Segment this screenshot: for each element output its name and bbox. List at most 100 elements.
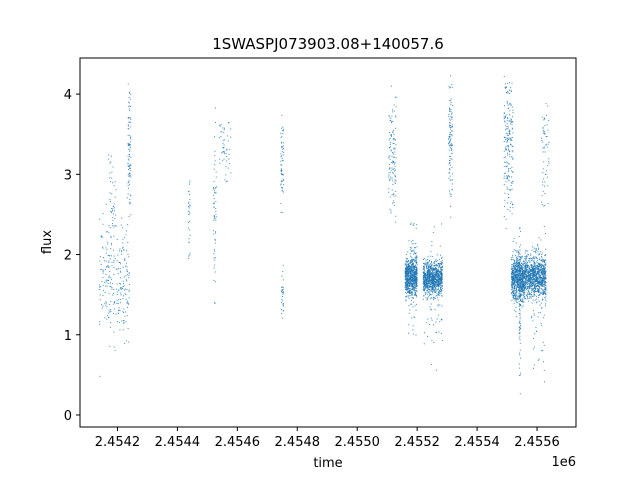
data-point (513, 269, 515, 271)
data-point (520, 301, 522, 303)
data-point (518, 286, 520, 288)
data-point (404, 263, 406, 265)
data-point (519, 318, 521, 320)
data-point (503, 216, 505, 218)
data-point (416, 268, 418, 270)
data-point (129, 91, 131, 93)
data-point (515, 311, 517, 313)
data-point (215, 187, 217, 189)
data-point (538, 248, 540, 250)
data-point (524, 270, 526, 272)
data-point (519, 295, 521, 297)
data-point (512, 280, 514, 282)
data-point (128, 121, 130, 123)
data-point (215, 213, 217, 215)
data-point (408, 264, 410, 266)
data-point (532, 279, 534, 281)
data-point (542, 274, 544, 276)
data-point (388, 164, 390, 166)
data-point (530, 291, 532, 293)
data-point (431, 286, 433, 288)
data-point (527, 286, 529, 288)
data-point (215, 208, 217, 210)
data-point (513, 249, 515, 251)
data-point (522, 267, 524, 269)
data-point (437, 271, 439, 273)
data-point (130, 214, 132, 216)
data-point (507, 179, 509, 181)
data-point (537, 286, 539, 288)
data-point (521, 256, 523, 258)
data-point (101, 269, 103, 271)
data-point (517, 272, 519, 274)
data-point (530, 264, 532, 266)
data-point (533, 259, 535, 261)
data-point (441, 260, 443, 262)
data-point (520, 286, 522, 288)
data-point (122, 285, 124, 287)
data-point (441, 275, 443, 277)
data-point (524, 289, 526, 291)
data-point (524, 256, 526, 258)
data-point (448, 159, 450, 161)
data-point (506, 140, 508, 142)
data-point (410, 261, 412, 263)
data-point (451, 158, 453, 160)
data-point (542, 190, 544, 192)
data-point (415, 283, 417, 285)
data-point (112, 219, 114, 221)
data-point (413, 273, 415, 275)
data-point (440, 275, 442, 277)
data-point (543, 280, 545, 282)
data-point (536, 279, 538, 281)
data-point (391, 161, 393, 163)
data-point (127, 182, 129, 184)
data-point (428, 267, 430, 269)
data-point (531, 268, 533, 270)
data-point (424, 263, 426, 265)
data-point (519, 258, 521, 260)
data-point (520, 269, 522, 271)
data-point (283, 292, 285, 294)
data-point (130, 118, 132, 120)
data-point (540, 266, 542, 268)
data-point (390, 85, 392, 87)
data-point (440, 266, 442, 268)
data-point (507, 127, 509, 129)
data-point (408, 284, 410, 286)
data-point (128, 277, 130, 279)
data-point (515, 264, 517, 266)
data-point (515, 269, 517, 270)
data-point (224, 151, 226, 153)
data-point (427, 273, 429, 274)
data-point (392, 202, 394, 204)
data-point (512, 276, 514, 278)
data-point (529, 272, 531, 274)
data-point (440, 275, 442, 277)
data-point (519, 288, 521, 290)
data-point (522, 269, 524, 271)
data-point (513, 292, 515, 294)
data-point (413, 272, 415, 274)
data-point (409, 285, 411, 287)
data-point (395, 157, 397, 159)
data-point (416, 271, 418, 273)
data-point (432, 273, 434, 275)
data-point (111, 286, 113, 288)
data-point (435, 332, 437, 334)
data-point (540, 283, 542, 285)
data-point (425, 322, 427, 324)
data-point (425, 278, 427, 280)
data-point (414, 282, 416, 284)
data-point (530, 287, 532, 289)
data-point (423, 263, 425, 264)
data-point (188, 255, 190, 257)
data-point (544, 288, 546, 290)
data-point (428, 282, 430, 284)
data-point (424, 276, 426, 278)
data-point (428, 282, 430, 284)
data-point (528, 270, 530, 272)
data-point (432, 285, 434, 287)
data-point (540, 259, 542, 261)
data-point (441, 273, 443, 275)
